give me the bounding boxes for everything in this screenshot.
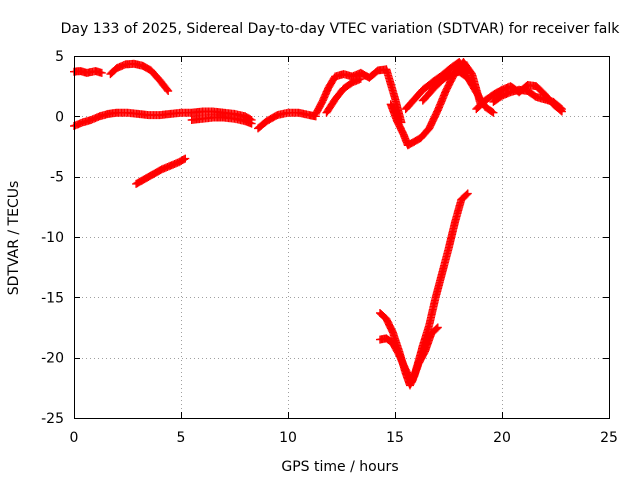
data-point (462, 190, 471, 199)
data-point (463, 189, 472, 198)
y-tick-label: -25 (41, 411, 64, 427)
y-tick-label: 0 (55, 109, 64, 125)
x-tick-label: 5 (177, 430, 186, 446)
y-tick-label: -15 (41, 290, 64, 306)
chart-title: Day 133 of 2025, Sidereal Day-to-day VTE… (61, 21, 621, 37)
series-segment-1 (70, 67, 106, 77)
series-segment-13 (489, 85, 566, 114)
y-tick-label: -10 (41, 230, 64, 246)
data-point (356, 74, 365, 83)
data-point (163, 85, 172, 94)
data-point (181, 154, 190, 163)
series-segment-7 (311, 65, 406, 127)
series-segment-8 (322, 74, 365, 117)
y-tick-label: 5 (55, 49, 64, 65)
y-axis-label: SDTVAR / TECUs (6, 181, 22, 296)
axis-ticks: 0 5 10 15 20 25 -25 -20 -15 -10 -5 0 5 (41, 49, 618, 446)
data-point (489, 108, 498, 117)
data-point (488, 107, 497, 116)
series-segment-5 (132, 154, 190, 188)
data-point (556, 104, 565, 113)
data-point (557, 105, 566, 114)
x-tick-label: 20 (493, 430, 511, 446)
series-segment-4 (187, 113, 256, 128)
data-point (164, 86, 173, 95)
data-point (432, 324, 441, 333)
series-segment-15 (376, 323, 442, 386)
series-segment-11 (418, 67, 498, 117)
data-point (180, 155, 188, 164)
series-segment-6 (254, 108, 320, 133)
x-tick-label: 0 (70, 430, 79, 446)
x-tick-label: 25 (600, 430, 618, 446)
data-point (247, 119, 256, 128)
series-segment-9 (386, 58, 485, 150)
x-axis-label: GPS time / hours (281, 459, 398, 475)
y-tick-label: -5 (50, 170, 64, 186)
data-series (70, 58, 566, 390)
x-tick-label: 10 (279, 430, 297, 446)
y-tick-label: -20 (41, 351, 64, 367)
data-point (97, 68, 106, 77)
data-point (433, 323, 442, 332)
x-tick-label: 15 (386, 430, 404, 446)
series-segment-2 (106, 59, 173, 95)
